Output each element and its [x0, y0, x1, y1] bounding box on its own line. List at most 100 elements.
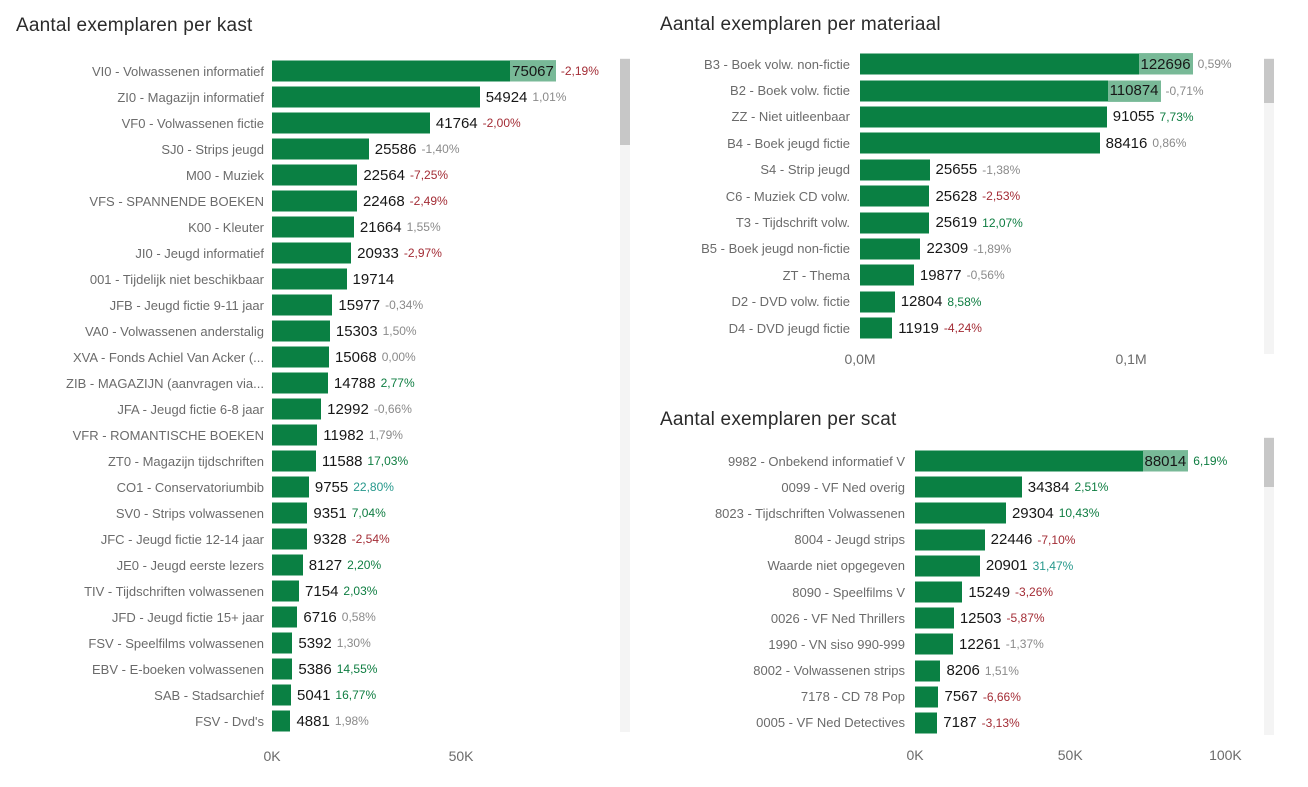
- bar-row[interactable]: B4 - Boek jeugd fictie 88416 0,86%: [650, 130, 1272, 156]
- bar[interactable]: [915, 581, 963, 603]
- bar[interactable]: [860, 212, 930, 234]
- scrollbar-thumb[interactable]: [620, 59, 630, 145]
- bar[interactable]: [272, 398, 322, 420]
- bar[interactable]: [860, 132, 1100, 154]
- bar-row[interactable]: JE0 - Jeugd eerste lezers 8127 2,20%: [0, 552, 618, 578]
- bar-row[interactable]: S4 - Strip jeugd 25655 -1,38%: [650, 157, 1272, 183]
- bar-row[interactable]: JI0 - Jeugd informatief 20933 -2,97%: [0, 240, 618, 266]
- bar-row[interactable]: Waarde niet opgegeven 20901 31,47%: [650, 553, 1272, 579]
- bar-row[interactable]: SAB - Stadsarchief 5041 16,77%: [0, 682, 618, 708]
- bar-row[interactable]: FSV - Dvd's 4881 1,98%: [0, 708, 618, 734]
- bar-row[interactable]: D2 - DVD volw. fictie 12804 8,58%: [650, 289, 1272, 315]
- bar[interactable]: [860, 238, 921, 260]
- bar-row[interactable]: VFS - SPANNENDE BOEKEN 22468 -2,49%: [0, 188, 618, 214]
- bar[interactable]: [860, 291, 895, 313]
- bar[interactable]: [272, 684, 292, 706]
- bar[interactable]: [915, 476, 1022, 498]
- bar[interactable]: [915, 660, 941, 682]
- bar[interactable]: [272, 502, 308, 524]
- bar[interactable]: [860, 159, 930, 181]
- bar-row[interactable]: FSV - Speelfilms volwassenen 5392 1,30%: [0, 630, 618, 656]
- bar-row[interactable]: D4 - DVD jeugd fictie 11919 -4,24%: [650, 315, 1272, 341]
- bar[interactable]: [272, 294, 333, 316]
- bar-row[interactable]: ZIB - MAGAZIJN (aanvragen via... 14788 2,7…: [0, 370, 618, 396]
- bar-row[interactable]: VF0 - Volwassenen fictie 41764 -2,00%: [0, 110, 618, 136]
- bar-row[interactable]: B3 - Boek volw. non-fictie 122696 0,59%: [650, 51, 1272, 77]
- bar-row[interactable]: 0099 - VF Ned overig 34384 2,51%: [650, 474, 1272, 500]
- bar[interactable]: [272, 606, 298, 628]
- bar[interactable]: [272, 450, 316, 472]
- bar-row[interactable]: 8023 - Tijdschriften Volwassenen 29304 10,…: [650, 500, 1272, 526]
- bar-row[interactable]: K00 - Kleuter 21664 1,55%: [0, 214, 618, 240]
- bar-row[interactable]: 8002 - Volwassenen strips 8206 1,51%: [650, 658, 1272, 684]
- bar[interactable]: [915, 502, 1006, 524]
- bar-row[interactable]: VI0 - Volwassenen informatief 75067 -2,19%: [0, 58, 618, 84]
- bar-row[interactable]: T3 - Tijdschrift volw. 25619 12,07%: [650, 209, 1272, 235]
- bar[interactable]: [860, 106, 1107, 128]
- bar[interactable]: [272, 580, 300, 602]
- bar[interactable]: [272, 138, 369, 160]
- scrollbar-thumb[interactable]: [1264, 438, 1274, 487]
- bar-row[interactable]: VA0 - Volwassenen anderstalig 15303 1,50%: [0, 318, 618, 344]
- bar[interactable]: [272, 476, 309, 498]
- bar[interactable]: [272, 710, 291, 732]
- bar[interactable]: [860, 264, 914, 286]
- bar-row[interactable]: EBV - E-boeken volwassenen 5386 14,55%: [0, 656, 618, 682]
- bar-row[interactable]: 7178 - CD 78 Pop 7567 -6,66%: [650, 684, 1272, 710]
- bar-row[interactable]: 1990 - VN siso 990-999 12261 -1,37%: [650, 631, 1272, 657]
- bar[interactable]: [272, 60, 556, 82]
- bar[interactable]: [272, 528, 308, 550]
- bar-row[interactable]: VFR - ROMANTISCHE BOEKEN 11982 1,79%: [0, 422, 618, 448]
- bar-row[interactable]: 0026 - VF Ned Thrillers 12503 -5,87%: [650, 605, 1272, 631]
- bar[interactable]: [272, 242, 352, 264]
- bar[interactable]: [272, 658, 293, 680]
- bar[interactable]: [272, 86, 480, 108]
- bar[interactable]: [272, 112, 430, 134]
- scrollbar-thumb[interactable]: [1264, 59, 1274, 103]
- bar-row[interactable]: TIV - Tijdschriften volwassenen 7154 2,03%: [0, 578, 618, 604]
- bar[interactable]: [915, 607, 954, 629]
- bar[interactable]: [272, 320, 330, 342]
- bar-row[interactable]: JFC - Jeugd fictie 12-14 jaar 9328 -2,54%: [0, 526, 618, 552]
- bar[interactable]: [272, 554, 303, 576]
- bar[interactable]: [272, 632, 293, 654]
- bar[interactable]: [272, 268, 347, 290]
- bar[interactable]: [272, 190, 357, 212]
- bar-row[interactable]: ZT0 - Magazijn tijdschriften 11588 17,03%: [0, 448, 618, 474]
- vertical-scrollbar[interactable]: [1264, 437, 1274, 735]
- bar-row[interactable]: ZI0 - Magazijn informatief 54924 1,01%: [0, 84, 618, 110]
- bar-row[interactable]: 8004 - Jeugd strips 22446 -7,10%: [650, 527, 1272, 553]
- bar-row[interactable]: B5 - Boek jeugd non-fictie 22309 -1,89%: [650, 236, 1272, 262]
- bar[interactable]: [860, 317, 893, 339]
- bar-row[interactable]: 9982 - Onbekend informatief V 88014 6,19%: [650, 448, 1272, 474]
- bar[interactable]: [860, 53, 1193, 75]
- bar[interactable]: [915, 686, 939, 708]
- bar[interactable]: [915, 450, 1189, 472]
- bar[interactable]: [272, 346, 329, 368]
- bar-row[interactable]: CO1 - Conservatoriumbib 9755 22,80%: [0, 474, 618, 500]
- bar-row[interactable]: C6 - Muziek CD volw. 25628 -2,53%: [650, 183, 1272, 209]
- bar[interactable]: [272, 372, 328, 394]
- bar[interactable]: [272, 164, 358, 186]
- bar-row[interactable]: JFD - Jeugd fictie 15+ jaar 6716 0,58%: [0, 604, 618, 630]
- bar[interactable]: [915, 712, 938, 734]
- bar[interactable]: [860, 80, 1161, 102]
- bar-row[interactable]: 8090 - Speelfilms V 15249 -3,26%: [650, 579, 1272, 605]
- bar-row[interactable]: SJ0 - Strips jeugd 25586 -1,40%: [0, 136, 618, 162]
- bar-row[interactable]: ZZ - Niet uitleenbaar 91055 7,73%: [650, 104, 1272, 130]
- bar[interactable]: [915, 529, 985, 551]
- bar-row[interactable]: XVA - Fonds Achiel Van Acker (... 15068 0,…: [0, 344, 618, 370]
- bar-row[interactable]: ZT - Thema 19877 -0,56%: [650, 262, 1272, 288]
- vertical-scrollbar[interactable]: [620, 58, 630, 732]
- bar-row[interactable]: 001 - Tijdelijk niet beschikbaar 19714: [0, 266, 618, 292]
- bar-row[interactable]: 0005 - VF Ned Detectives 7187 -3,13%: [650, 710, 1272, 736]
- bar[interactable]: [860, 185, 930, 207]
- bar[interactable]: [915, 555, 980, 577]
- bar-row[interactable]: JFB - Jeugd fictie 9-11 jaar 15977 -0,34%: [0, 292, 618, 318]
- bar-row[interactable]: M00 - Muziek 22564 -7,25%: [0, 162, 618, 188]
- bar[interactable]: [272, 424, 318, 446]
- bar-row[interactable]: B2 - Boek volw. fictie 110874 -0,71%: [650, 77, 1272, 103]
- bar-row[interactable]: JFA - Jeugd fictie 6-8 jaar 12992 -0,66%: [0, 396, 618, 422]
- vertical-scrollbar[interactable]: [1264, 58, 1274, 354]
- bar[interactable]: [272, 216, 354, 238]
